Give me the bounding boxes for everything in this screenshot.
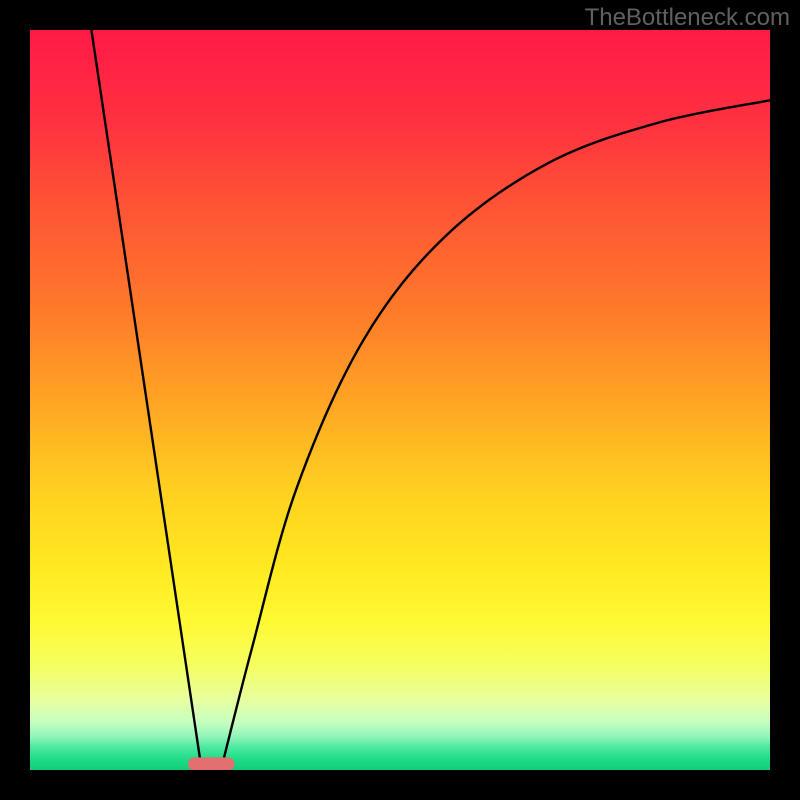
watermark-label: TheBottleneck.com <box>585 4 790 32</box>
bottleneck-marker <box>188 757 235 770</box>
chart-container: TheBottleneck.com <box>0 0 800 800</box>
gradient-background <box>30 30 770 770</box>
bottleneck-chart <box>0 0 800 800</box>
